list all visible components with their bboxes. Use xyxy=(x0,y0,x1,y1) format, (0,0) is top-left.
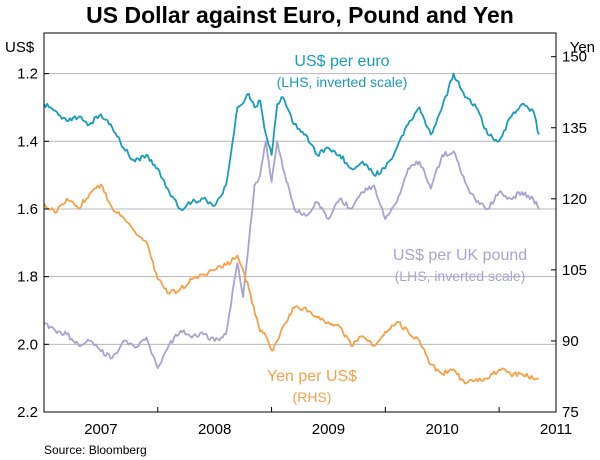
series-lines xyxy=(43,72,540,385)
year-label: 2010 xyxy=(426,421,459,438)
left-tick-label: 1.4 xyxy=(17,133,38,150)
left-tick-label: 1.6 xyxy=(17,201,38,218)
tick-labels: 1.2 1.4 1.6 1.8 2.0 2.2 150 135 120 105 90 75 2007 20… xyxy=(17,49,587,438)
left-tick-label: 1.8 xyxy=(17,269,38,286)
series-line-1 xyxy=(43,140,540,369)
annotation-2-line-1: (RHS) xyxy=(293,389,332,405)
left-tick-label: 2.2 xyxy=(17,404,38,421)
annotation-0-line-1: (LHS, inverted scale) xyxy=(277,74,408,90)
annotation-1-line-0: US$ per UK pound xyxy=(393,247,527,264)
right-tick-label: 75 xyxy=(562,404,579,421)
plot-frame xyxy=(43,32,557,413)
chart-title: US Dollar against Euro, Pound and Yen xyxy=(86,2,514,28)
left-tick-label: 1.2 xyxy=(17,66,38,83)
right-tick-label: 120 xyxy=(562,191,587,208)
source-note: Source: Bloomberg xyxy=(44,443,147,457)
annotation-2-line-0: Yen per US$ xyxy=(267,368,357,385)
year-label: 2011 xyxy=(540,421,572,438)
left-tick-label: 2.0 xyxy=(17,336,38,353)
series-line-0 xyxy=(43,72,540,212)
year-label: 2009 xyxy=(312,421,345,438)
axis-ticks xyxy=(43,56,557,413)
annotation-1-line-1: (LHS, inverted scale) xyxy=(395,268,526,284)
right-tick-label: 90 xyxy=(562,333,579,350)
series-annotations: US$ per euro (LHS, inverted scale) US$ per… xyxy=(267,53,527,405)
series-line-2 xyxy=(43,183,540,385)
year-label: 2007 xyxy=(84,421,117,438)
annotation-0-line-0: US$ per euro xyxy=(294,53,389,70)
right-tick-label: 135 xyxy=(562,120,587,137)
year-label: 2008 xyxy=(198,421,231,438)
right-tick-label: 150 xyxy=(562,49,587,66)
left-axis-unit: US$ xyxy=(5,39,35,56)
gridlines xyxy=(44,73,556,345)
right-tick-label: 105 xyxy=(562,262,587,279)
right-axis-unit: Yen xyxy=(570,39,595,56)
